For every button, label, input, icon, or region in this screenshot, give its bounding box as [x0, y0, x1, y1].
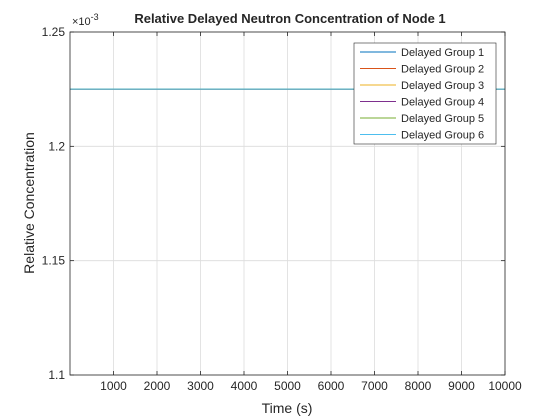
legend-label-group-3: Delayed Group 3	[401, 80, 484, 92]
y-tick-label: 1.1	[48, 368, 65, 382]
y-exponent-value: -3	[91, 12, 99, 22]
legend-label-group-5: Delayed Group 5	[401, 113, 484, 125]
x-tick-label: 7000	[361, 379, 388, 393]
x-tick-label: 8000	[405, 379, 432, 393]
x-tick-label: 9000	[448, 379, 475, 393]
legend-label-group-6: Delayed Group 6	[401, 130, 484, 142]
y-axis-label: Relative Concentration	[21, 132, 37, 274]
ticks	[70, 31, 506, 376]
x-tick-label: 3000	[187, 379, 214, 393]
x-tick-label: 6000	[318, 379, 345, 393]
legend: Delayed Group 1 Delayed Group 2 Delayed Gr…	[353, 42, 497, 145]
y-tick-label: 1.2	[48, 139, 65, 153]
y-exponent-label: ×10-3	[72, 12, 99, 28]
y-exponent-base: ×10	[72, 16, 91, 28]
y-tick-label: 1.15	[42, 254, 66, 268]
x-tick-label: 4000	[231, 379, 258, 393]
y-tick-label: 1.25	[42, 25, 66, 39]
legend-label-group-1: Delayed Group 1	[401, 47, 484, 59]
chart-title: Relative Delayed Neutron Concentration o…	[134, 11, 445, 26]
y-tick-labels: 1.1 1.15 1.2 1.25	[42, 25, 66, 382]
legend-box	[353, 42, 497, 145]
x-tick-label: 2000	[144, 379, 171, 393]
x-tick-label: 5000	[274, 379, 301, 393]
x-tick-label: 1000	[100, 379, 127, 393]
x-axis-label: Time (s)	[262, 400, 313, 416]
x-tick-labels: 1000 2000 3000 4000 5000 6000 7000 8000 9000 1000…	[100, 379, 522, 393]
legend-label-group-4: Delayed Group 4	[401, 97, 484, 109]
legend-label-group-2: Delayed Group 2	[401, 64, 484, 76]
x-tick-label: 10000	[488, 379, 522, 393]
